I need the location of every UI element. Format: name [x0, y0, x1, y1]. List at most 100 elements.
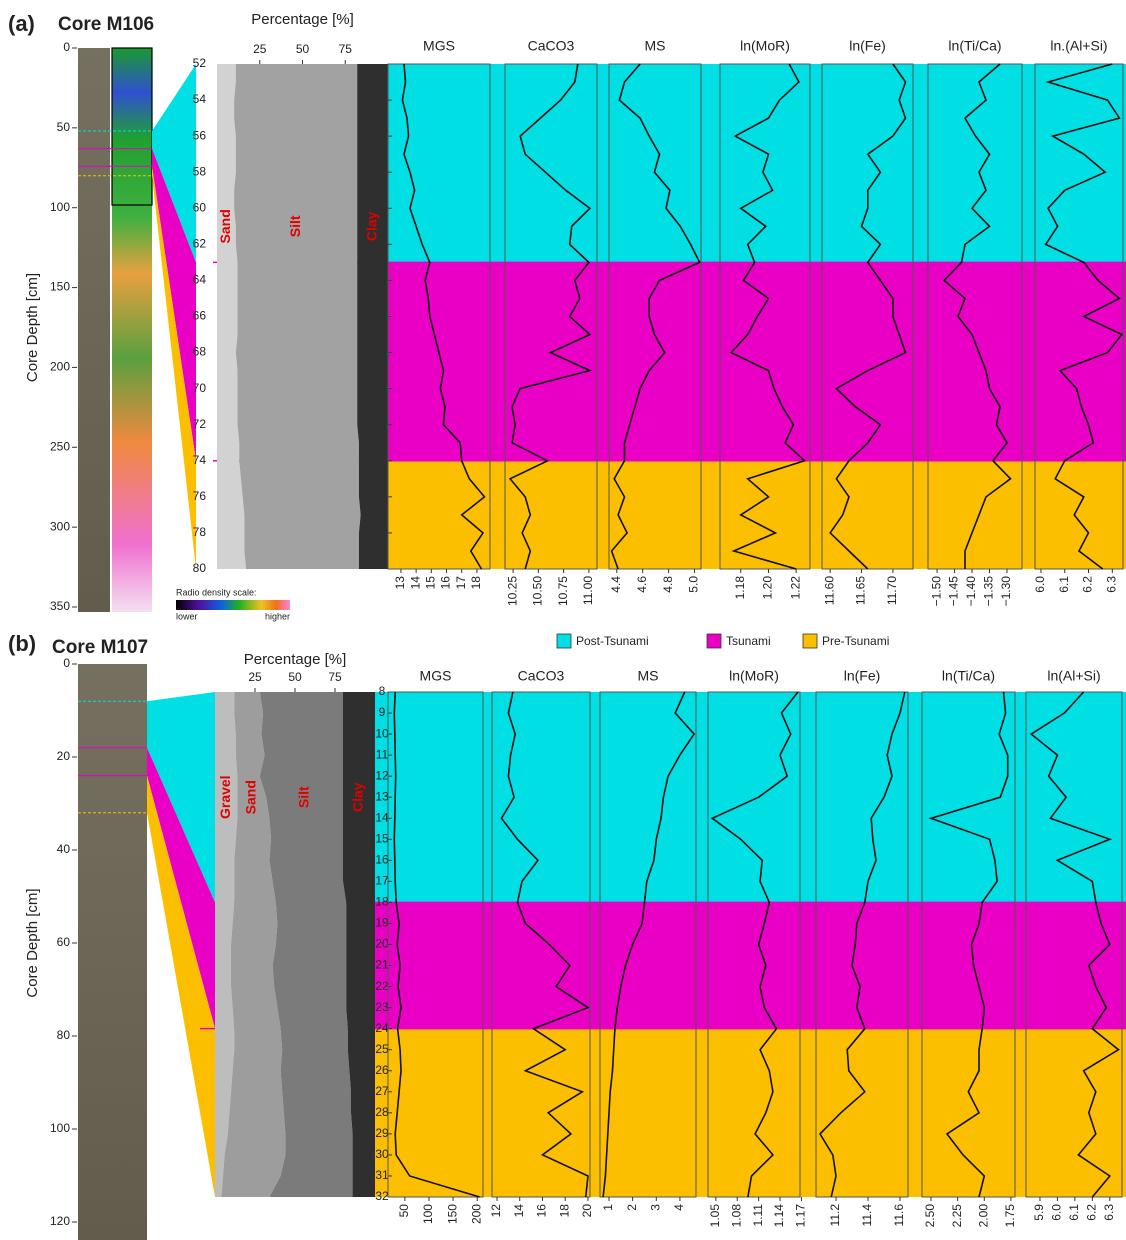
ct-image: [112, 48, 152, 612]
profile-tick-label: 1.11: [751, 1204, 765, 1227]
profile-tick-label: 200: [469, 1204, 483, 1224]
profile-frame: [815, 691, 909, 1198]
profile-tick-label: 4.6: [635, 576, 649, 593]
profile-tick-label: 10.50: [531, 576, 545, 606]
composition-tick-label: 50: [296, 42, 310, 56]
profile-tick-label: 6.0: [1050, 1204, 1064, 1221]
depth-tick-label: 10: [375, 726, 389, 740]
profile-tick-label: 6.3: [1104, 576, 1118, 593]
profile-tick-label: 12: [489, 1204, 503, 1218]
composition-tick-label: 25: [248, 670, 262, 684]
zone-band: [375, 1028, 1126, 1197]
profile-tick-label: 11.2: [828, 1204, 842, 1227]
profile-tick-label: 5.0: [687, 576, 701, 593]
depth-tick-label: 17: [375, 874, 389, 888]
profile-tick-label: 1.20: [761, 576, 775, 600]
profile-tick-label: 18: [469, 576, 483, 590]
core-tick-label: 350: [50, 599, 70, 613]
profile-title: ln(Al+Si): [1047, 668, 1100, 684]
zone-fan: [147, 692, 215, 903]
composition-label: Sand: [243, 780, 259, 814]
profile-tick-label: 15: [423, 576, 437, 590]
density-title: Radio density scale:: [176, 587, 257, 597]
profile-tick-label: 5.9: [1032, 1204, 1046, 1221]
profile-tick-label: 10.25: [505, 576, 519, 606]
profile-tick-label: 6.1: [1067, 1204, 1081, 1221]
depth-tick-label: 80: [193, 561, 207, 575]
profile-title: MS: [645, 38, 666, 54]
profile-line: [401, 63, 486, 570]
profile-tick-label: 2.50: [923, 1204, 937, 1228]
panel-title: Core M106: [58, 14, 154, 35]
profile-title: ln(MoR): [740, 38, 790, 54]
profile-tick-label: 20: [580, 1204, 594, 1218]
legend-swatch: [706, 633, 722, 649]
legend-swatch: [802, 633, 818, 649]
composition-area: [217, 64, 247, 569]
depth-tick-label: 54: [193, 92, 207, 106]
zoom-frame: [111, 47, 153, 206]
profile-frame: [1025, 691, 1123, 1198]
profile-tick-label: 6.2: [1084, 1204, 1098, 1221]
profile-title: MGS: [423, 38, 455, 54]
profile-tick-label: 1.05: [708, 1204, 722, 1228]
profile-tick-label: 6.0: [1033, 576, 1047, 593]
depth-tick-label: 23: [375, 1000, 389, 1014]
panel-title: Core M107: [52, 637, 148, 658]
profile-line: [1029, 691, 1120, 1198]
profile-title: CaCO3: [518, 668, 565, 684]
profile-title: ln(Fe): [844, 668, 881, 684]
profile-title: ln(MoR): [729, 668, 779, 684]
legend-label: Pre-Tsunami: [822, 634, 889, 648]
depth-tick-label: 13: [375, 789, 389, 803]
profile-tick-label: 17: [454, 576, 468, 590]
density-low: lower: [176, 611, 198, 621]
profile-title: ln(Ti/Ca): [948, 38, 1001, 54]
core-photo: [78, 664, 147, 1240]
composition-label: Clay: [350, 782, 366, 812]
depth-tick-label: 16: [375, 853, 389, 867]
depth-tick-label: 9: [379, 705, 386, 719]
profile-tick-label: 2.25: [950, 1204, 964, 1228]
depth-tick-label: 21: [375, 958, 389, 972]
profile-tick-label: 4.4: [609, 576, 623, 593]
profile-tick-label: −1.50: [929, 576, 943, 607]
zone-fan: [147, 775, 215, 1197]
composition-area: [259, 692, 353, 1197]
depth-tick-label: 27: [375, 1084, 389, 1098]
core-axis-title: Core Depth [cm]: [24, 888, 41, 997]
depth-tick-label: 78: [193, 525, 207, 539]
profile-tick-label: 1.75: [1003, 1204, 1017, 1228]
depth-tick-label: 56: [193, 128, 207, 142]
core-tick-label: 60: [57, 935, 71, 949]
zone-band: [388, 262, 1126, 461]
density-bar: [176, 600, 290, 610]
depth-tick-label: 8: [379, 684, 386, 698]
profile-tick-label: 1: [601, 1204, 615, 1211]
profile-tick-label: −1.35: [982, 576, 996, 607]
depth-tick-label: 70: [193, 381, 207, 395]
core-tick-label: 150: [50, 280, 70, 294]
profile-tick-label: 6.1: [1057, 576, 1071, 593]
profile-tick-label: 6.3: [1102, 1204, 1116, 1221]
composition-area: [343, 692, 375, 1197]
profile-title: ln(Ti/Ca): [942, 668, 995, 684]
profile-tick-label: 11.70: [885, 576, 899, 605]
core-tick-label: 80: [57, 1028, 71, 1042]
depth-tick-label: 72: [193, 417, 207, 431]
profile-tick-label: 2: [625, 1204, 639, 1211]
profile-frame: [491, 691, 591, 1198]
core-tick-label: 100: [50, 1121, 70, 1135]
profile-line: [602, 691, 696, 1198]
depth-tick-label: 76: [193, 489, 207, 503]
core-tick-label: 0: [63, 656, 70, 670]
core-tick-label: 100: [50, 200, 70, 214]
depth-tick-label: 25: [375, 1042, 389, 1056]
depth-tick-label: 60: [193, 200, 207, 214]
depth-tick-label: 14: [375, 810, 389, 824]
depth-tick-label: 58: [193, 164, 207, 178]
core-axis-title: Core Depth [cm]: [24, 273, 41, 382]
depth-tick-label: 32: [375, 1189, 389, 1203]
depth-tick-label: 74: [193, 453, 207, 467]
